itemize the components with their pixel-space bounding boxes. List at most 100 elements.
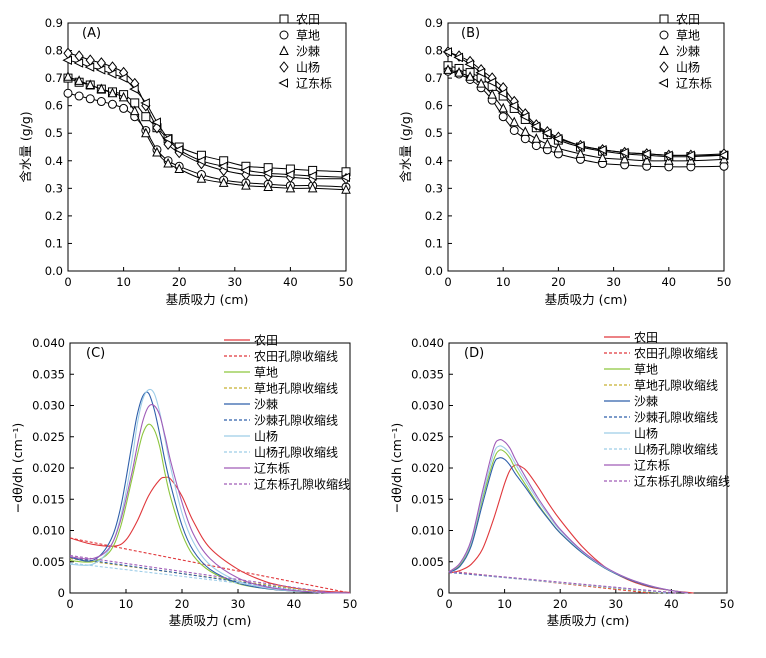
series-5 [69,391,351,594]
x-tick-label: 20 [553,597,568,611]
legend-item: 山杨孔隙收缩线 [224,445,338,460]
x-tick-label: 40 [283,275,298,289]
y-tick-label: 0.2 [425,209,443,223]
data-point [240,165,250,176]
legend-symbol [278,78,288,88]
x-tick-label: 40 [661,275,676,289]
data-point [307,182,318,193]
x-tick-label: 40 [287,597,302,611]
y-tick-label: 0.040 [32,336,65,350]
legend-label: 沙棘 [634,395,658,409]
y-axis-label: −dθ/dh (cm⁻¹) [10,423,25,514]
y-tick-label: 0.8 [45,44,63,58]
legend-item: 农田孔隙收缩线 [604,346,718,361]
data-point [285,182,296,193]
data-point [140,98,150,108]
data-point [85,94,95,104]
legend-symbol [659,61,669,73]
legend-label: 草地 [254,366,278,380]
data-point [62,55,72,66]
legend-item: 沙棘 [224,398,278,412]
data-point [498,112,508,122]
y-tick-label: 0.005 [32,555,65,569]
legend-label: 山杨 [254,429,278,444]
data-point [341,184,351,194]
data-point [596,144,607,155]
data-point [74,75,84,85]
x-tick-label: 50 [720,597,735,611]
legend-item: 沙棘 [604,395,658,409]
series-line [69,554,334,594]
data-point [218,177,229,187]
legend-item: 农田孔隙收缩线 [224,349,338,364]
y-tick-label: 0.6 [45,99,63,113]
data-point [520,126,531,136]
data-point [552,133,563,144]
series-8 [69,562,323,594]
legend-item: 沙棘 [279,45,320,59]
legend-item: 辽东栎 [604,459,670,473]
data-point [107,99,117,109]
legend-label: 农田 [676,13,700,27]
data-point [196,173,207,183]
data-point [85,79,96,89]
legend-item: 山杨 [604,426,658,441]
legend-label: 农田 [254,334,278,348]
y-tick-label: 0.030 [411,399,444,413]
series-1 [448,464,694,594]
legend-item: 沙棘 [659,45,700,59]
legend-symbol [658,78,668,88]
legend-item: 农田 [604,331,658,345]
x-tick-label: 10 [119,597,134,611]
series-line [448,464,694,594]
chart-panel: 0 10 20 30 40 50 0.0 0.1 0.2 0.3 0.4 0.5 0.6 0.7 0.8 0.… [398,13,731,308]
y-axis-label: 含水量 (g/g) [398,111,413,182]
legend-label: 辽东栎孔隙收缩线 [634,474,730,489]
chart-panel: 0 10 20 30 40 50 0.0 0.1 0.2 0.3 0.4 0.5 0.6 0.7 0.8 0.… [18,13,353,308]
data-point [663,150,673,161]
data-point [619,153,630,164]
y-tick-label: 0.020 [411,461,444,475]
legend-item: 山杨孔隙收缩线 [604,442,718,457]
series-5 [448,457,689,594]
x-tick-label: 10 [116,275,131,289]
data-point [443,64,453,74]
legend-symbol [279,14,289,24]
legend-item: 草地孔隙收缩线 [224,381,338,396]
y-tick-label: 0.035 [411,367,444,381]
panel-label: (B) [461,26,480,41]
legend-symbol [279,45,289,55]
series-4 [69,558,328,594]
data-point [174,163,185,174]
data-point [96,97,106,107]
y-axis-label: −dθ/dh (cm⁻¹) [389,423,404,514]
legend: 农田农田孔隙收缩线草地草地孔隙收缩线沙棘沙棘孔隙收缩线山杨山杨孔隙收缩线辽东栎辽… [224,334,350,492]
legend-item: 沙棘孔隙收缩线 [224,413,338,428]
y-tick-label: 0 [437,586,444,600]
data-point [152,146,162,157]
x-axis-label: 基质吸力 (cm) [169,613,252,628]
panel-label: (D) [464,346,484,361]
x-tick-label: 40 [664,597,679,611]
y-tick-label: 0.2 [45,209,63,223]
series-3 [63,71,351,194]
series-9 [448,438,689,594]
data-point [597,152,608,163]
x-tick-label: 30 [231,597,246,611]
x-tick-label: 50 [343,597,358,611]
data-point [63,88,73,98]
legend-item: 农田 [659,13,700,27]
data-point [262,168,273,178]
legend-label: 沙棘孔隙收缩线 [634,410,718,425]
x-tick-label: 10 [497,597,512,611]
legend-item: 农田 [279,13,320,27]
data-point [476,78,486,88]
y-tick-label: 0.0 [45,264,63,278]
y-axis-label: 含水量 (g/g) [18,111,33,182]
y-tick-label: 0.9 [425,16,443,30]
y-tick-label: 0.9 [45,16,63,30]
data-point [118,91,129,102]
data-point [542,138,553,149]
legend-symbol [659,30,669,40]
